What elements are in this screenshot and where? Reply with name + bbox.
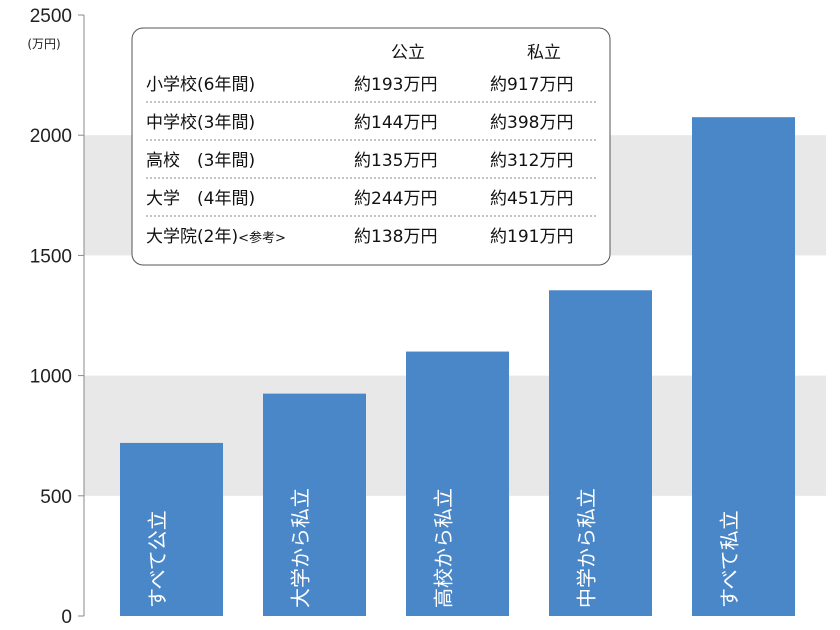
y-axis-unit-label: (万円)	[27, 37, 60, 51]
inset-row-private-value: 約917万円	[490, 75, 573, 95]
bar	[549, 290, 652, 616]
bar-category-label: すべて私立	[718, 510, 742, 608]
inset-row-note: <参考>	[238, 230, 286, 246]
bars: すべて公立 大学から私立 高校から私立 中学から私立 すべて私立	[120, 117, 795, 617]
y-tick-label: 1000	[30, 367, 72, 388]
y-tick-label: 1500	[30, 246, 72, 267]
bar	[120, 442, 223, 616]
y-tick-label: 2500	[30, 6, 72, 27]
bar	[263, 393, 366, 616]
y-tick-label: 2000	[30, 126, 72, 147]
inset-row-label: 中学校(3年間)	[146, 113, 255, 133]
bar	[406, 351, 509, 616]
y-tick-label: 500	[40, 487, 72, 508]
bar-category-label: 中学から私立	[575, 488, 599, 608]
bar-category-label: 大学から私立	[289, 488, 313, 608]
inset-row-private-value: 約398万円	[490, 113, 573, 133]
bar	[692, 117, 795, 617]
inset-row-public-value: 約193万円	[354, 75, 437, 95]
inset-row-private-value: 約191万円	[490, 227, 573, 247]
bar-category-label: すべて公立	[146, 510, 170, 608]
inset-row-private-value: 約312万円	[490, 151, 573, 171]
inset-header-private: 私立	[527, 43, 561, 63]
y-tick-label: 0	[61, 607, 72, 628]
inset-row-public-value: 約135万円	[354, 151, 437, 171]
y-axis: (万円) 0 500 1000 1500 2000 2500	[27, 6, 85, 628]
inset-row-label: 大学 (4年間)	[146, 189, 255, 209]
inset-row-label: 小学校(6年間)	[146, 75, 255, 95]
inset-row-private-value: 約451万円	[490, 189, 573, 209]
bar-category-label: 高校から私立	[432, 488, 456, 608]
inset-header-public: 公立	[391, 43, 425, 63]
inset-row-label: 高校 (3年間)	[146, 151, 255, 171]
inset-table-box	[131, 27, 611, 266]
inset-row-public-value: 約244万円	[354, 189, 437, 209]
inset-row-label: 大学院(2年)<参考>	[146, 227, 286, 247]
inset-row-public-value: 約144万円	[354, 113, 437, 133]
inset-row-public-value: 約138万円	[354, 227, 437, 247]
